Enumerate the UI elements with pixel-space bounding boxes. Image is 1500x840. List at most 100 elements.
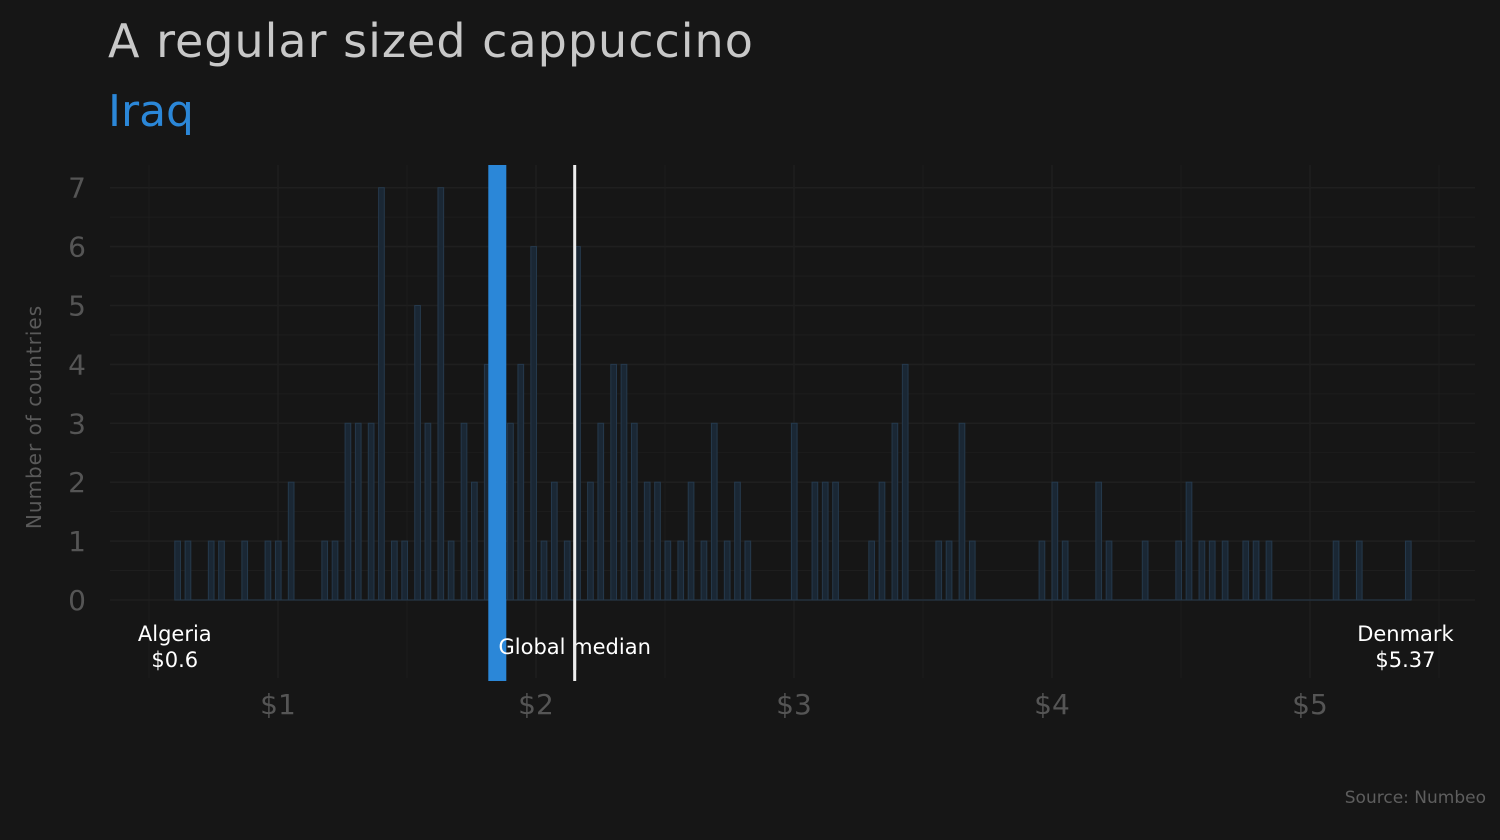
histogram-bar	[1404, 540, 1412, 601]
x-tick-label: $1	[260, 688, 296, 721]
histogram-bar	[184, 540, 192, 601]
histogram-bar	[207, 540, 215, 601]
y-tick-label: 0	[68, 584, 86, 617]
reference-marks	[488, 165, 577, 681]
histogram-bar	[447, 540, 455, 601]
histogram-bar	[1221, 540, 1229, 601]
median-line	[573, 165, 577, 681]
histogram-bar	[517, 363, 525, 601]
histogram-bar	[868, 540, 875, 601]
x-tick-label: $3	[776, 688, 812, 721]
histogram-bar	[620, 363, 628, 601]
x-tick-label: $4	[1034, 688, 1070, 721]
histogram-bar	[174, 540, 181, 601]
annotation-value: $5.37	[1375, 648, 1435, 672]
histogram-bar	[610, 363, 617, 601]
y-tick-label: 5	[68, 290, 86, 323]
histogram-bar	[901, 363, 909, 601]
histogram-bar	[401, 540, 409, 601]
histogram-bar	[587, 481, 594, 601]
y-tick-label: 1	[68, 525, 86, 558]
histogram-bar	[1105, 540, 1113, 601]
histogram-bar	[968, 540, 976, 601]
histogram-bar	[414, 305, 421, 601]
histogram-bar	[790, 422, 798, 601]
histogram-bar	[744, 540, 752, 601]
histogram-bar	[1252, 540, 1260, 601]
source-note: Source: Numbeo	[1344, 788, 1486, 808]
histogram-bar	[437, 187, 445, 601]
histogram-bar	[424, 422, 432, 601]
histogram-bar	[1185, 481, 1193, 601]
histogram-bar	[832, 481, 839, 601]
histogram-bar	[378, 187, 385, 601]
annotation-country: Denmark	[1357, 622, 1454, 646]
annotation-country: Algeria	[138, 622, 212, 646]
histogram-bar	[710, 422, 718, 601]
chart-title: A regular sized cappuccino	[108, 14, 754, 68]
histogram-bar	[945, 540, 953, 601]
x-tick-label: $2	[518, 688, 554, 721]
histogram-bar	[530, 246, 538, 601]
histogram-bar	[1355, 540, 1363, 601]
histogram-bar	[1175, 540, 1183, 601]
annotation-value: $0.6	[151, 648, 198, 672]
median-line-overlay	[573, 630, 577, 670]
histogram-bar	[1038, 540, 1046, 601]
histogram-bar	[664, 540, 672, 601]
x-tick-labels: $1 $2 $3 $4 $5	[260, 688, 1328, 721]
histogram-bar	[1332, 540, 1340, 601]
histogram-bar	[331, 540, 339, 601]
histogram-bar	[891, 422, 899, 601]
histogram-bar	[811, 481, 819, 601]
histogram-bar	[958, 422, 966, 601]
histogram-bar	[344, 422, 352, 601]
histogram-bar	[391, 540, 398, 601]
histogram-bar	[723, 540, 731, 601]
histogram-bar	[734, 481, 741, 601]
histogram-bar	[563, 540, 571, 601]
y-tick-labels: 0 1 2 3 4 5 6 7	[68, 172, 86, 617]
histogram-bar	[821, 481, 829, 601]
histogram-bar	[550, 481, 558, 601]
histogram-bar	[643, 481, 651, 601]
histogram-bar	[507, 422, 514, 601]
histogram-bar	[1141, 540, 1149, 601]
y-tick-label: 4	[68, 348, 86, 381]
histogram-bar	[1051, 481, 1059, 601]
y-tick-label: 3	[68, 407, 86, 440]
histogram-bar	[1265, 540, 1273, 601]
histogram-bar	[677, 540, 685, 601]
highlight-bar	[488, 165, 507, 681]
histogram-bar	[354, 422, 362, 601]
histogram-bar	[1061, 540, 1069, 601]
y-tick-label: 6	[68, 231, 86, 264]
histogram-bar	[274, 540, 282, 601]
histogram-bar	[367, 422, 375, 601]
histogram-bar	[1208, 540, 1216, 601]
chart-subtitle: Iraq	[108, 86, 194, 137]
histogram-bar	[460, 422, 468, 601]
histogram-bar	[540, 540, 548, 601]
histogram-bar	[264, 540, 272, 601]
grid-lines	[110, 165, 1475, 678]
histogram-bar	[321, 540, 329, 601]
histogram-bar	[935, 540, 943, 601]
histogram-bar	[1242, 540, 1250, 601]
histogram-bar	[687, 481, 695, 601]
histogram-bar	[700, 540, 708, 601]
histogram-bar	[287, 481, 295, 601]
x-tick-label: $5	[1292, 688, 1328, 721]
y-tick-label: 2	[68, 466, 86, 499]
histogram-bar	[1198, 540, 1206, 601]
histogram-bar	[630, 422, 638, 601]
histogram-bar	[1095, 481, 1103, 601]
histogram-bar	[597, 422, 605, 601]
histogram-bar	[878, 481, 886, 601]
histogram-bar	[241, 540, 249, 601]
y-tick-label: 7	[68, 172, 86, 205]
histogram-bar	[471, 481, 478, 601]
histogram-bar	[218, 540, 225, 601]
